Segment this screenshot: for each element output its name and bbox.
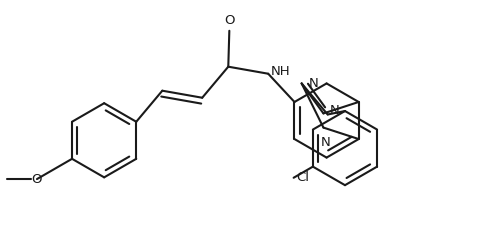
Text: N: N [321, 137, 331, 149]
Text: N: N [309, 77, 319, 90]
Text: NH: NH [271, 65, 290, 78]
Text: O: O [224, 14, 235, 27]
Text: O: O [32, 173, 42, 186]
Text: N: N [329, 104, 339, 117]
Text: Cl: Cl [296, 171, 309, 184]
